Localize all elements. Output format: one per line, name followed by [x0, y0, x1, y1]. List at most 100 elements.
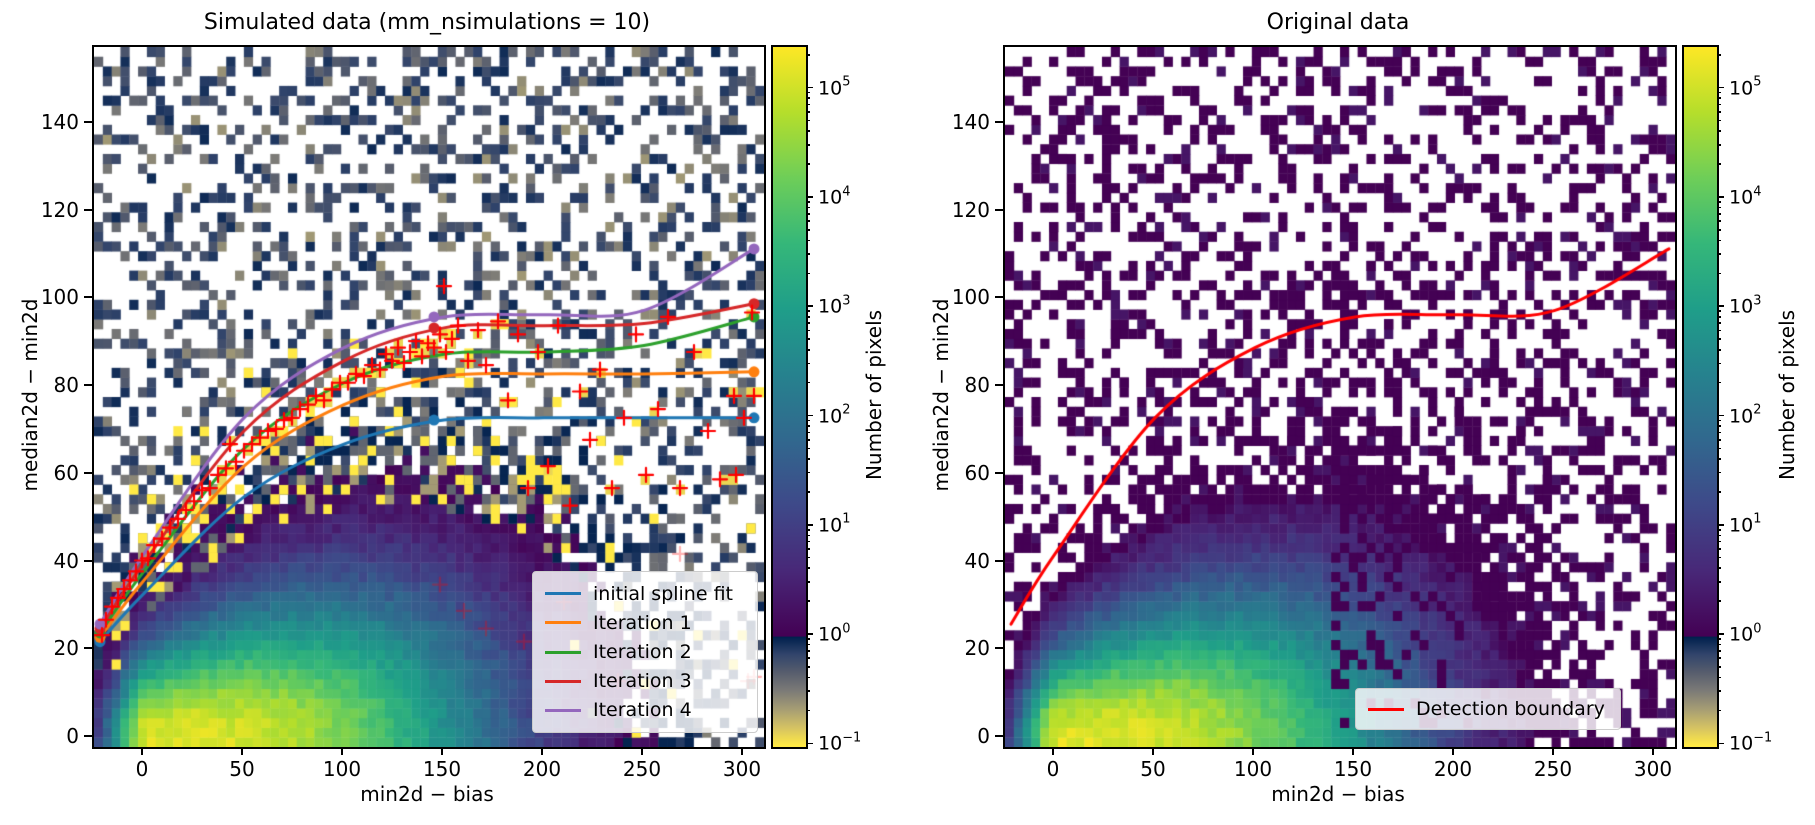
- x-tick-label: 250: [622, 757, 662, 781]
- y-tick: [995, 647, 1003, 650]
- x-tick-label: 200: [1433, 757, 1473, 781]
- colorbar-tick: [806, 633, 813, 635]
- colorbar-minor-tick: [1717, 144, 1721, 146]
- y-tick: [84, 296, 92, 299]
- colorbar-tick-label: 10−1: [818, 730, 862, 755]
- y-tick-label: 100: [951, 285, 990, 310]
- y-tick: [995, 559, 1003, 562]
- colorbar-tick: [1717, 414, 1724, 417]
- colorbar-tick: [806, 305, 813, 308]
- colorbar-minor-tick: [1717, 329, 1721, 332]
- y-tick-label: 60: [964, 460, 990, 485]
- colorbar-minor-tick: [1717, 491, 1721, 493]
- legend-item: Detection boundary: [1368, 696, 1608, 722]
- colorbar-minor-tick: [806, 201, 810, 203]
- colorbar-minor-tick: [1717, 362, 1721, 365]
- colorbar-minor-tick: [1717, 229, 1721, 231]
- x-tick: [441, 747, 443, 755]
- right-colorbar-label: Number of pixels: [1775, 309, 1799, 481]
- y-tick: [995, 208, 1003, 211]
- colorbar-minor-tick: [806, 556, 810, 559]
- colorbar-tick-label: 100: [818, 621, 851, 646]
- colorbar-minor-tick: [806, 567, 810, 570]
- y-tick-label: 0: [66, 724, 79, 749]
- colorbar-tick: [806, 523, 813, 526]
- colorbar-minor-tick: [806, 329, 810, 332]
- legend-line-sample: [545, 708, 581, 712]
- colorbar-minor-tick: [806, 643, 810, 646]
- x-tick: [1252, 747, 1254, 755]
- y-tick: [84, 559, 92, 562]
- colorbar-minor-tick: [1717, 431, 1721, 434]
- legend-item: Iteration 1: [545, 608, 745, 637]
- x-tick: [141, 747, 143, 755]
- colorbar-minor-tick: [1717, 213, 1721, 215]
- left-colorbar-label: Number of pixels: [862, 309, 886, 481]
- y-tick: [84, 735, 92, 738]
- colorbar-minor-tick: [806, 425, 810, 427]
- left-plot-title: Simulated data (mm_nsimulations = 10): [203, 10, 651, 35]
- y-tick-label: 20: [53, 636, 79, 661]
- colorbar-minor-tick: [1717, 709, 1721, 712]
- colorbar-minor-tick: [806, 163, 810, 165]
- colorbar-tick-label: 102: [1729, 402, 1762, 428]
- y-tick-label: 40: [964, 548, 990, 573]
- colorbar-minor-tick: [806, 239, 810, 242]
- legend-label: Iteration 4: [593, 699, 692, 722]
- legend-item: Iteration 3: [545, 667, 745, 696]
- colorbar-minor-tick: [806, 447, 810, 450]
- colorbar-minor-tick: [1717, 567, 1721, 570]
- colorbar-minor-tick: [1717, 581, 1721, 583]
- colorbar-minor-tick: [1717, 316, 1721, 318]
- x-tick-label: 300: [1633, 757, 1673, 781]
- legend-line-sample: [1368, 707, 1404, 711]
- colorbar-minor-tick: [806, 310, 810, 313]
- colorbar-minor-tick: [1717, 310, 1721, 313]
- left-plot-area: initial spline fit Iteration 1 Iteration 2…: [92, 45, 766, 749]
- colorbar-minor-tick: [1717, 91, 1721, 94]
- colorbar-minor-tick: [806, 272, 810, 275]
- colorbar-minor-tick: [806, 54, 810, 56]
- x-tick: [341, 747, 343, 755]
- y-tick: [995, 735, 1003, 738]
- colorbar-tick-label: 10−1: [1729, 730, 1773, 755]
- colorbar-minor-tick: [1717, 338, 1721, 340]
- right-yaxis-label: median2d − min2d: [929, 298, 953, 492]
- colorbar-tick: [1717, 633, 1724, 635]
- colorbar-minor-tick: [1717, 163, 1721, 165]
- colorbar-tick-label: 101: [1729, 511, 1762, 537]
- x-tick-label: 50: [229, 757, 255, 781]
- colorbar-minor-tick: [1717, 381, 1721, 384]
- x-tick-label: 250: [1533, 757, 1573, 781]
- colorbar-minor-tick: [1717, 438, 1721, 441]
- colorbar-minor-tick: [1717, 458, 1721, 460]
- colorbar-minor-tick: [806, 91, 810, 94]
- legend-item: Iteration 4: [545, 696, 745, 725]
- colorbar-tick: [806, 86, 813, 89]
- colorbar-minor-tick: [1717, 111, 1721, 113]
- legend-label: Iteration 3: [593, 670, 692, 693]
- colorbar-minor-tick: [1717, 425, 1721, 427]
- y-tick-label: 120: [951, 197, 990, 222]
- legend-label: Iteration 1: [593, 611, 692, 634]
- colorbar-minor-tick: [806, 534, 810, 537]
- y-tick-label: 120: [40, 197, 79, 222]
- colorbar-minor-tick: [1717, 103, 1721, 106]
- colorbar-minor-tick: [1717, 690, 1721, 692]
- legend-label: Iteration 2: [593, 641, 692, 663]
- y-tick: [995, 296, 1003, 299]
- colorbar-minor-tick: [1717, 638, 1721, 640]
- right-histogram-canvas: [1005, 47, 1675, 747]
- colorbar-tick-label: 101: [818, 511, 851, 537]
- colorbar-minor-tick: [806, 316, 810, 318]
- y-tick-label: 100: [40, 285, 79, 310]
- y-tick: [84, 471, 92, 474]
- colorbar-minor-tick: [1717, 471, 1721, 474]
- colorbar-minor-tick: [806, 97, 810, 100]
- colorbar-minor-tick: [806, 253, 810, 255]
- legend-item: initial spline fit: [545, 579, 745, 608]
- colorbar-minor-tick: [806, 338, 810, 340]
- right-colorbar: [1682, 45, 1719, 749]
- x-tick: [1152, 747, 1154, 755]
